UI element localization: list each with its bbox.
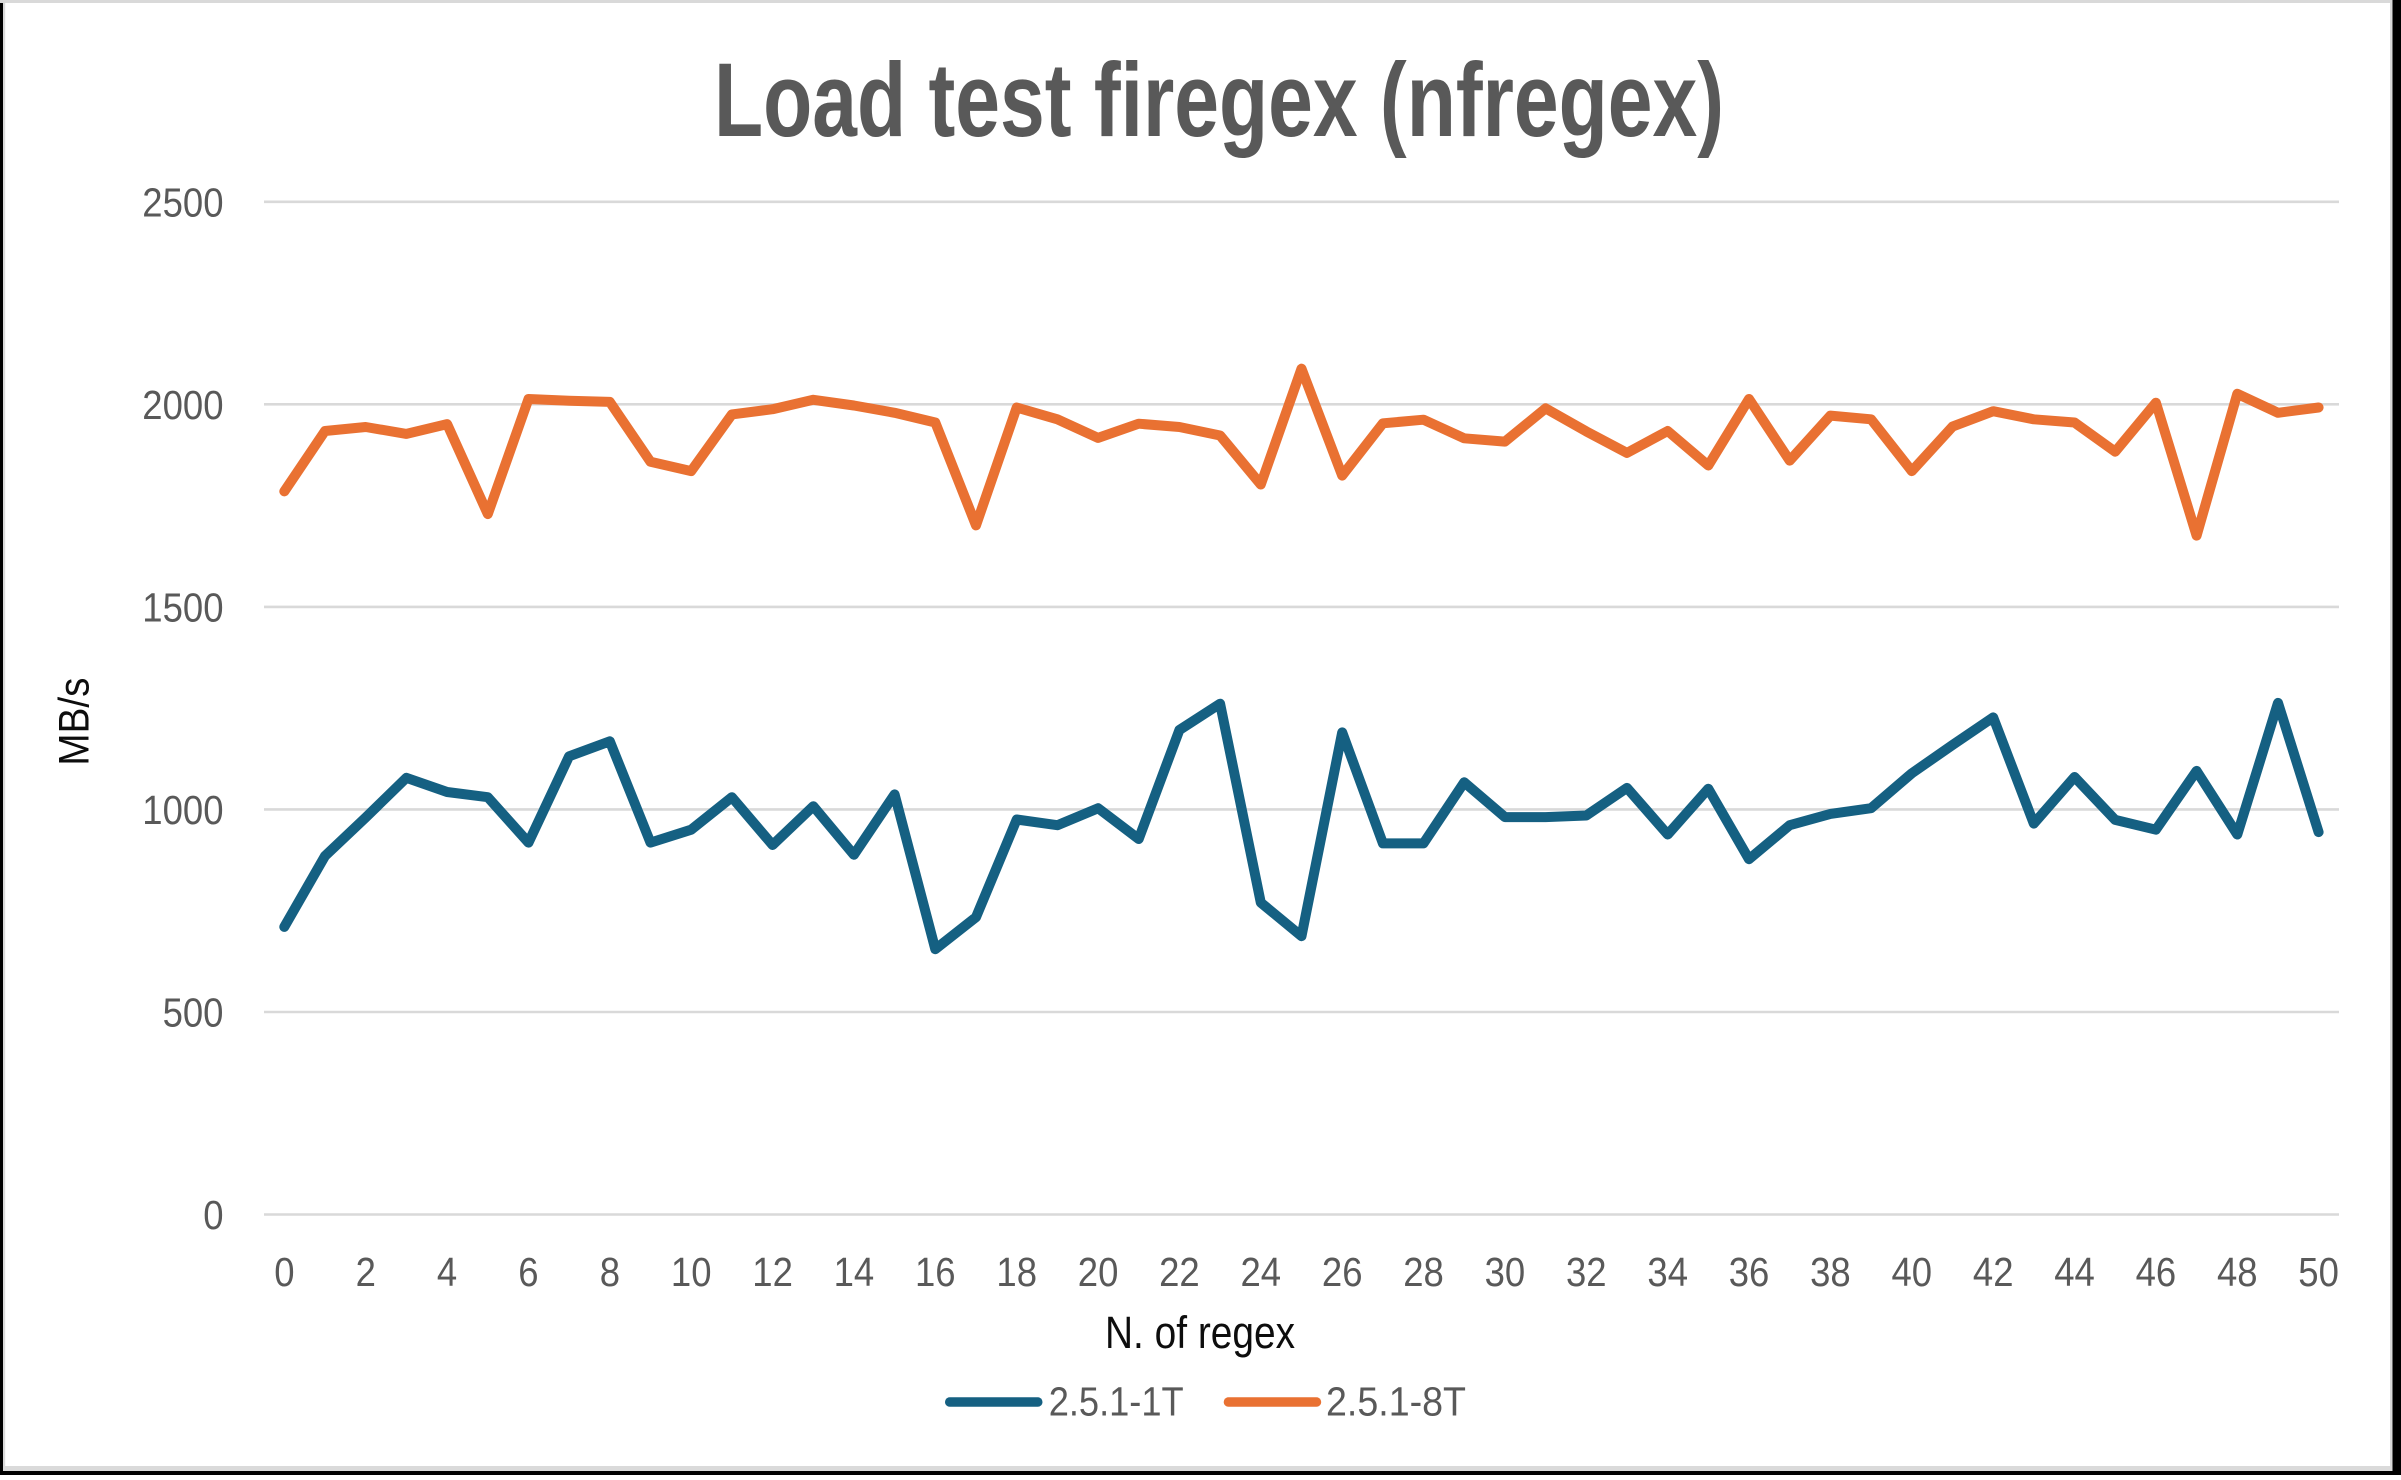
svg-text:28: 28	[1403, 1249, 1444, 1295]
svg-text:16: 16	[915, 1249, 956, 1295]
svg-text:2000: 2000	[142, 382, 223, 428]
svg-text:2.5.1-8T: 2.5.1-8T	[1326, 1379, 1466, 1425]
svg-text:50: 50	[2298, 1249, 2339, 1295]
svg-text:14: 14	[834, 1249, 875, 1295]
svg-text:10: 10	[671, 1249, 712, 1295]
svg-text:12: 12	[752, 1249, 793, 1295]
svg-text:N. of regex: N. of regex	[1105, 1307, 1295, 1358]
svg-text:2.5.1-1T: 2.5.1-1T	[1049, 1379, 1184, 1425]
svg-text:48: 48	[2217, 1249, 2258, 1295]
svg-text:32: 32	[1566, 1249, 1607, 1295]
svg-text:0: 0	[203, 1192, 223, 1238]
svg-text:46: 46	[2136, 1249, 2177, 1295]
svg-text:36: 36	[1729, 1249, 1770, 1295]
svg-text:1000: 1000	[142, 787, 223, 833]
svg-text:24: 24	[1241, 1249, 1282, 1295]
svg-text:18: 18	[996, 1249, 1037, 1295]
svg-text:44: 44	[2054, 1249, 2095, 1295]
svg-text:30: 30	[1485, 1249, 1526, 1295]
svg-text:40: 40	[1892, 1249, 1933, 1295]
svg-text:500: 500	[163, 990, 224, 1036]
svg-text:20: 20	[1078, 1249, 1119, 1295]
svg-text:2: 2	[356, 1249, 376, 1295]
svg-text:Load test firegex (nfregex): Load test firegex (nfregex)	[714, 42, 1724, 159]
svg-text:38: 38	[1810, 1249, 1851, 1295]
svg-text:26: 26	[1322, 1249, 1363, 1295]
svg-text:2500: 2500	[142, 179, 223, 225]
svg-text:1500: 1500	[142, 585, 223, 631]
svg-text:MB/s: MB/s	[50, 678, 98, 766]
svg-text:6: 6	[518, 1249, 538, 1295]
svg-text:34: 34	[1647, 1249, 1688, 1295]
svg-text:42: 42	[1973, 1249, 2014, 1295]
svg-text:4: 4	[437, 1249, 457, 1295]
svg-text:0: 0	[274, 1249, 294, 1295]
svg-text:8: 8	[600, 1249, 620, 1295]
svg-text:22: 22	[1159, 1249, 1200, 1295]
